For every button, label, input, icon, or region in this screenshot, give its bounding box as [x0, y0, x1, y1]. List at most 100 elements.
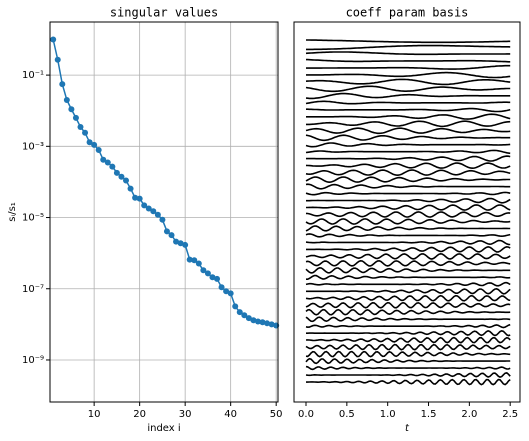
point [136, 195, 143, 202]
x-tick-label: 40 [224, 409, 237, 420]
basis-curve [305, 176, 511, 184]
point [63, 96, 70, 103]
point [241, 312, 248, 319]
basis-curve [306, 44, 511, 51]
point [177, 240, 184, 247]
point [204, 270, 211, 277]
basis-curve [305, 127, 511, 135]
basis-curve [305, 343, 511, 351]
point [118, 173, 125, 180]
basis-curve [306, 378, 511, 386]
point [68, 106, 75, 113]
basis-curve [305, 142, 511, 148]
x-axis-label: t [405, 423, 410, 434]
point [123, 177, 129, 184]
basis-curve [305, 336, 511, 344]
point [173, 238, 180, 245]
basis-curve [305, 162, 511, 170]
basis-curve [305, 301, 511, 309]
x-tick-label: 1.5 [421, 409, 437, 420]
basis-curve [305, 92, 511, 100]
point [82, 129, 89, 136]
y-tick-label: 10⁻⁵ [22, 213, 44, 224]
basis-curve [305, 350, 511, 358]
point [186, 256, 193, 263]
basis-curve [306, 329, 511, 337]
point [127, 185, 134, 192]
y-tick-label: 10⁻³ [22, 141, 44, 152]
basis-curve [305, 259, 511, 267]
point [145, 205, 152, 212]
chart-title: coeff param basis [346, 6, 469, 20]
y-tick-label: 10⁻¹ [22, 70, 44, 81]
x-tick-label: 10 [88, 409, 101, 420]
point [218, 284, 225, 291]
basis-curve [306, 113, 511, 120]
x-tick-label: 2.5 [502, 409, 518, 420]
basis-curve [306, 197, 511, 204]
basis-curve [305, 316, 511, 323]
basis-curve [305, 372, 511, 378]
point [264, 320, 271, 327]
point [236, 309, 243, 316]
x-tick-label: 1.0 [380, 409, 396, 420]
point [91, 141, 98, 148]
basis-curve [305, 183, 511, 190]
point [141, 202, 148, 209]
basis-curve [305, 239, 511, 246]
point [163, 228, 170, 235]
y-tick-label: 10⁻⁷ [22, 284, 44, 295]
y-tick-label: 10⁻⁹ [22, 355, 44, 366]
point [209, 274, 216, 281]
basis-curve [305, 294, 511, 302]
point [191, 257, 198, 264]
point [232, 303, 239, 310]
basis-curve [306, 245, 511, 253]
basis-curve [305, 218, 511, 225]
basis-curve [305, 281, 511, 287]
basis-curve [305, 308, 511, 316]
x-tick-label: 0.5 [339, 409, 355, 420]
point [50, 36, 57, 43]
point [168, 232, 175, 239]
point [245, 315, 252, 322]
point [195, 260, 202, 267]
basis-curve [305, 169, 511, 177]
x-tick-label: 0.0 [298, 409, 314, 420]
point [77, 123, 84, 130]
point [268, 321, 275, 328]
basis-curve [305, 233, 511, 238]
point [150, 208, 157, 215]
point [154, 211, 161, 218]
point [100, 156, 107, 163]
basis-curve [306, 107, 511, 113]
point [214, 275, 221, 282]
basis-curve [306, 287, 511, 295]
basis-curve [305, 365, 511, 371]
basis-curve [305, 323, 511, 329]
point [250, 317, 257, 324]
basis-curve [306, 64, 511, 70]
point [182, 241, 189, 248]
basis-curve [305, 225, 511, 232]
x-tick-label: 50 [270, 409, 283, 420]
point [132, 194, 139, 201]
basis-curve [305, 357, 511, 365]
y-axis-label: sᵢ/s₁ [7, 202, 18, 222]
point [95, 146, 102, 153]
x-tick-label: 2.0 [461, 409, 477, 420]
x-tick-label: 30 [179, 409, 192, 420]
basis-curve [306, 71, 511, 79]
basis-curve [305, 85, 511, 93]
point [159, 216, 166, 223]
x-tick-label: 20 [133, 409, 146, 420]
point [259, 319, 266, 326]
point [254, 318, 261, 325]
basis-curve [306, 274, 511, 280]
basis-curve [305, 134, 511, 142]
chart-title: singular values [110, 6, 218, 20]
axes-frame [293, 21, 521, 403]
basis-curve [306, 155, 511, 162]
x-axis-label: index i [147, 423, 180, 434]
basis-curve [305, 100, 511, 105]
